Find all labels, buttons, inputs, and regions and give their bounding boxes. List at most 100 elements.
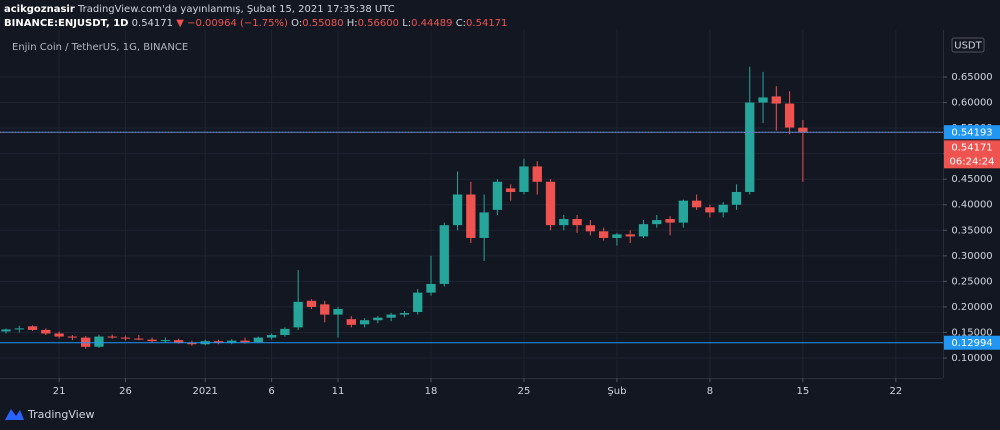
x-tick-label: 22 xyxy=(889,386,902,397)
price-tag xyxy=(944,125,1000,140)
candle-body xyxy=(665,219,675,223)
y-tick-label: 0.30000 xyxy=(951,251,992,262)
candle-body xyxy=(81,337,91,347)
x-tick-label: 26 xyxy=(119,386,132,397)
candle-body xyxy=(359,320,370,325)
user: acikgoznasir xyxy=(4,4,75,15)
candle-body xyxy=(94,336,104,347)
l: 0.44489 xyxy=(411,18,452,29)
chart-title: Enjin Coin / TetherUS, 1G, BINANCE xyxy=(12,42,188,53)
last-price-label: 0.54171 xyxy=(951,142,992,153)
currency-box[interactable] xyxy=(951,37,985,53)
candle-body xyxy=(27,326,38,330)
x-tick-label: 18 xyxy=(425,386,438,397)
candle-body xyxy=(293,301,303,328)
candle-body xyxy=(731,191,742,205)
candle-body xyxy=(771,96,781,104)
candle-body xyxy=(572,219,582,226)
y-tick-label: 0.40000 xyxy=(951,200,992,211)
candle-body xyxy=(452,194,463,226)
candle-body xyxy=(67,336,78,338)
x-tick-label: 25 xyxy=(518,386,531,397)
last: 0.54171 xyxy=(132,18,173,29)
candle-body xyxy=(187,342,197,345)
candle-body xyxy=(798,127,808,133)
x-tick-label: 2021 xyxy=(192,386,217,397)
candle-body xyxy=(545,181,556,226)
c: 0.54171 xyxy=(466,18,507,29)
x-tick-label: 15 xyxy=(797,386,810,397)
candle-body xyxy=(41,329,51,334)
y-tick-label: 0.20000 xyxy=(951,302,992,313)
candle-body xyxy=(506,188,516,192)
y-tick-label: 0.45000 xyxy=(951,174,992,185)
price-tag-label: 0.54193 xyxy=(951,128,992,139)
candle-body xyxy=(718,204,728,213)
candle-body xyxy=(120,337,131,339)
candle-body xyxy=(599,231,609,238)
candle-body xyxy=(213,341,224,343)
candle-body xyxy=(492,181,503,210)
footer-brand: TradingView xyxy=(27,408,94,421)
candle-body xyxy=(612,234,622,238)
candle-body xyxy=(306,300,317,307)
candle-body xyxy=(784,103,795,128)
footer-logo xyxy=(5,409,24,420)
header-line-1: acikgoznasir TradingView.com'da yayınlan… xyxy=(4,4,395,15)
candle-body xyxy=(14,328,24,330)
candle-body xyxy=(280,328,290,336)
candle-body xyxy=(320,304,330,315)
x-tick-label: 11 xyxy=(332,386,345,397)
candle-body xyxy=(519,166,529,192)
candle-body xyxy=(54,333,64,337)
candle-body xyxy=(386,314,396,318)
candle-body xyxy=(147,339,157,342)
candle-body xyxy=(638,224,649,237)
y-tick-label: 0.60000 xyxy=(951,98,992,109)
candle-body xyxy=(652,220,662,225)
candle-body xyxy=(227,340,237,343)
h: 0.56600 xyxy=(358,18,399,29)
x-tick-label: 6 xyxy=(268,386,274,397)
candle-body xyxy=(532,166,542,182)
candle-body xyxy=(399,313,410,315)
o-label: O: xyxy=(291,18,302,29)
candle-body xyxy=(173,340,184,343)
candle-body xyxy=(253,337,263,343)
candle-body xyxy=(691,200,702,208)
candle-body xyxy=(758,97,768,103)
candle-body xyxy=(413,292,423,313)
candle-body xyxy=(426,283,436,293)
candle-body xyxy=(107,336,117,338)
y-tick-label: 0.35000 xyxy=(951,225,992,236)
currency: USDT xyxy=(954,41,982,52)
y-tick-label: 0.15000 xyxy=(951,327,992,338)
o: 0.55080 xyxy=(302,18,343,29)
x-tick-label: 21 xyxy=(53,386,66,397)
c-label: C: xyxy=(456,18,466,29)
l-label: L: xyxy=(402,18,411,29)
candle-body xyxy=(373,317,383,321)
plot xyxy=(0,30,944,379)
y-tick-label: 0.25000 xyxy=(951,276,992,287)
candle-body xyxy=(705,207,715,213)
y-tick-label: 0.65000 xyxy=(951,72,992,83)
candle-body xyxy=(585,225,596,232)
candle-body xyxy=(160,340,171,342)
candle-body xyxy=(1,329,11,332)
candle-body xyxy=(439,225,449,284)
x-tick-label: Şub xyxy=(607,386,626,397)
candle-body xyxy=(466,194,476,238)
candle-body xyxy=(240,340,250,343)
x-tick-label: 8 xyxy=(707,386,713,397)
candle-body xyxy=(333,308,343,315)
candle-body xyxy=(266,335,277,338)
symbol: BINANCE:ENJUSDT, 1D xyxy=(4,18,128,29)
price-tag xyxy=(944,335,1000,350)
header-line-2: BINANCE:ENJUSDT, 1D 0.54171 ▼ −0.00964 (… xyxy=(4,18,507,29)
candle-body xyxy=(134,338,144,340)
candle-body xyxy=(678,200,688,223)
candle-body xyxy=(745,102,755,192)
